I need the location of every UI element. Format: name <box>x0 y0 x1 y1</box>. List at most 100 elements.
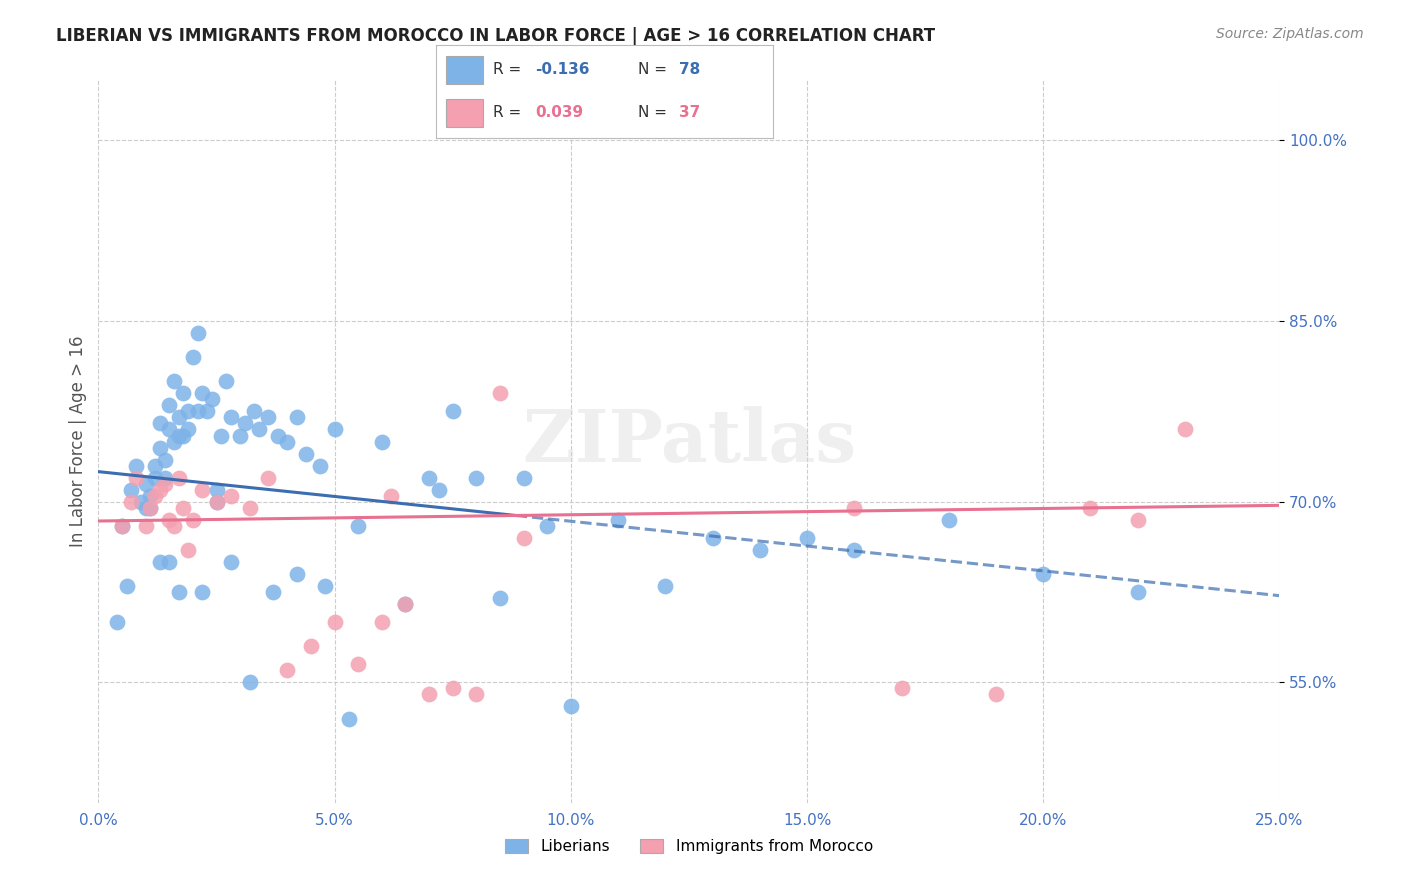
Point <box>323 615 346 630</box>
Point <box>167 428 190 442</box>
Point <box>276 434 298 449</box>
Point <box>135 500 157 515</box>
Point <box>938 513 960 527</box>
Point <box>143 471 166 485</box>
Point <box>295 447 318 461</box>
Point <box>267 428 290 442</box>
Point <box>205 495 228 509</box>
Point <box>201 392 224 407</box>
Point <box>371 434 394 449</box>
Point <box>380 489 402 503</box>
Legend: Liberians, Immigrants from Morocco: Liberians, Immigrants from Morocco <box>499 833 879 860</box>
Point <box>536 519 558 533</box>
Point <box>181 351 204 365</box>
Point <box>195 404 218 418</box>
Point <box>157 423 180 437</box>
Point <box>243 404 266 418</box>
Point <box>167 410 190 425</box>
Point <box>153 471 176 485</box>
Point <box>512 531 534 545</box>
Point <box>115 579 138 593</box>
Point <box>1032 567 1054 582</box>
Text: R =: R = <box>494 62 526 78</box>
Point <box>489 591 512 606</box>
Point <box>1174 423 1197 437</box>
Point <box>337 712 360 726</box>
Point <box>239 675 262 690</box>
Text: N =: N = <box>638 105 672 120</box>
Point <box>607 513 630 527</box>
Point <box>276 664 298 678</box>
Point <box>441 404 464 418</box>
Point <box>111 519 134 533</box>
Point <box>177 423 200 437</box>
Point <box>427 483 450 497</box>
Point <box>219 410 242 425</box>
Point <box>890 681 912 696</box>
Text: ZIPatlas: ZIPatlas <box>522 406 856 477</box>
Point <box>262 585 284 599</box>
Point <box>215 375 238 389</box>
Point <box>177 404 200 418</box>
Point <box>465 471 488 485</box>
Point <box>219 489 242 503</box>
Point <box>1126 513 1149 527</box>
Point <box>465 688 488 702</box>
Point <box>191 386 214 401</box>
Point <box>229 428 252 442</box>
Point <box>121 495 143 509</box>
Point <box>157 398 180 412</box>
Point <box>314 579 336 593</box>
Y-axis label: In Labor Force | Age > 16: In Labor Force | Age > 16 <box>69 335 87 548</box>
Point <box>139 500 162 515</box>
Text: LIBERIAN VS IMMIGRANTS FROM MOROCCO IN LABOR FORCE | AGE > 16 CORRELATION CHART: LIBERIAN VS IMMIGRANTS FROM MOROCCO IN L… <box>56 27 935 45</box>
Point <box>347 519 370 533</box>
Point <box>187 326 209 341</box>
Point <box>149 441 172 455</box>
Text: Source: ZipAtlas.com: Source: ZipAtlas.com <box>1216 27 1364 41</box>
Point <box>163 519 186 533</box>
Point <box>205 495 228 509</box>
Text: 78: 78 <box>679 62 700 78</box>
Point <box>844 542 866 557</box>
Point <box>796 531 818 545</box>
Point <box>139 489 162 503</box>
Point <box>149 555 172 569</box>
Point <box>167 585 190 599</box>
Point <box>153 452 176 467</box>
Point <box>441 681 464 696</box>
Point <box>163 375 186 389</box>
Point <box>157 513 180 527</box>
Point <box>371 615 394 630</box>
Point <box>394 597 416 611</box>
Point <box>748 542 770 557</box>
Point <box>191 483 214 497</box>
Point <box>135 519 157 533</box>
Point <box>844 500 866 515</box>
Point <box>418 471 440 485</box>
Point <box>285 410 308 425</box>
Point <box>309 458 332 473</box>
Point <box>167 471 190 485</box>
Point <box>654 579 676 593</box>
Point <box>111 519 134 533</box>
Point <box>181 513 204 527</box>
Point <box>233 417 256 431</box>
Bar <box>446 99 484 127</box>
Point <box>191 585 214 599</box>
Point <box>205 483 228 497</box>
Point <box>157 555 180 569</box>
Point <box>172 500 194 515</box>
Point <box>209 428 232 442</box>
Bar <box>446 56 484 84</box>
Point <box>121 483 143 497</box>
Point <box>299 640 322 654</box>
Point <box>139 500 162 515</box>
Point <box>153 476 176 491</box>
Point <box>149 417 172 431</box>
Point <box>105 615 128 630</box>
Point <box>177 542 200 557</box>
Text: 37: 37 <box>679 105 700 120</box>
Text: R =: R = <box>494 105 526 120</box>
Point <box>149 483 172 497</box>
